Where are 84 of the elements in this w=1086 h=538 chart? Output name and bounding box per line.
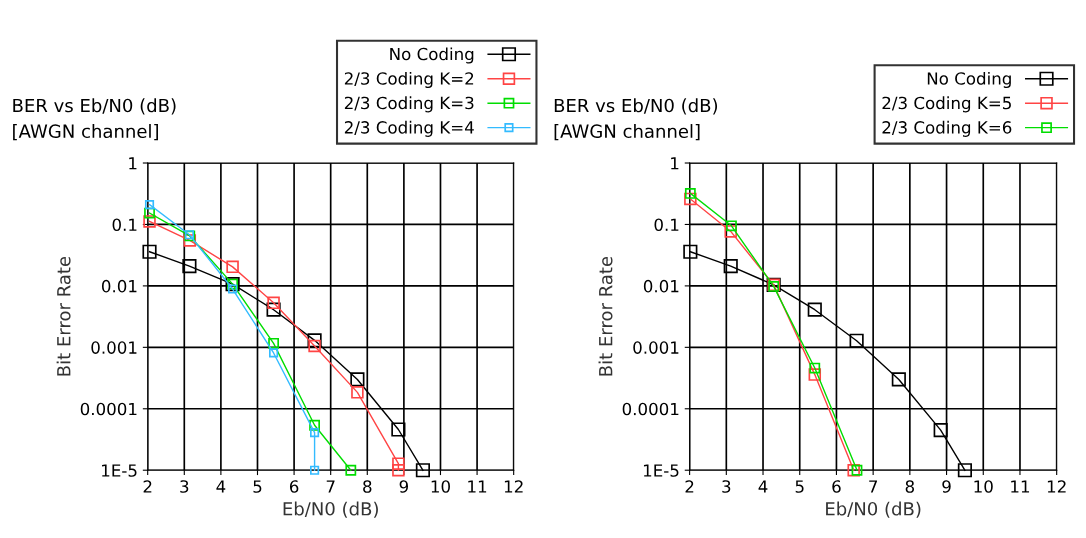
point (350, 372, 365, 387)
point (808, 368, 822, 381)
point (309, 419, 321, 431)
point (351, 386, 364, 399)
point (144, 207, 155, 219)
legend-label: No Coding (390, 47, 474, 64)
point (268, 337, 280, 349)
point (891, 372, 906, 387)
x-tick-label: 4 (216, 480, 226, 493)
point (309, 427, 320, 438)
x-tick-label: 5 (253, 480, 262, 493)
x-tick-label: 12 (504, 480, 523, 493)
y-tick-label: 0.0001 (80, 402, 137, 416)
y-tick-label: 0.0001 (622, 402, 679, 416)
y-tick-label: 0.001 (633, 341, 679, 354)
x-tick-label: 11 (1011, 480, 1030, 493)
x-tick-label: 6 (832, 480, 841, 493)
point (182, 259, 197, 274)
x-axis-title: Eb/N0 (dB) (826, 501, 921, 518)
x-tick-label: 4 (758, 480, 768, 493)
x-tick-label: 8 (905, 480, 915, 493)
point (809, 362, 821, 374)
y-tick-label: 1E-5 (643, 464, 679, 477)
legend-label: 2/3 Coding K=6 (882, 120, 1012, 137)
x-tick-label: 8 (363, 480, 372, 493)
point (309, 465, 320, 475)
point (957, 463, 972, 478)
point (392, 457, 405, 470)
y-tick-label: 1E-5 (102, 464, 137, 477)
x-tick-label: 7 (869, 480, 878, 493)
y-tick-label: 0.1 (112, 218, 137, 232)
point (415, 463, 430, 478)
point (391, 422, 406, 437)
chart-title: BER vs Eb/N0 (dB) [AWGN channel] (13, 98, 176, 141)
point (269, 348, 279, 358)
legend-label: 2/3 Coding K=5 (882, 96, 1011, 113)
point (851, 464, 863, 476)
point (723, 259, 738, 274)
point (392, 463, 405, 477)
x-axis-title: Eb/N0 (dB) (283, 501, 378, 518)
point (267, 296, 280, 310)
point (849, 333, 864, 348)
point (684, 187, 696, 199)
legend-label: No Coding (927, 71, 1011, 89)
x-tick-label: 3 (180, 480, 189, 493)
point (266, 302, 281, 317)
x-tick-label: 12 (1047, 480, 1066, 493)
y-tick-label: 0.1 (654, 218, 679, 232)
x-tick-label: 9 (399, 480, 409, 493)
x-tick-label: 2 (685, 480, 694, 493)
x-tick-label: 2 (143, 480, 152, 493)
point (307, 333, 322, 348)
legend-label: 2/3 Coding K=4 (344, 120, 474, 137)
x-tick-label: 3 (722, 480, 731, 493)
point (683, 244, 698, 259)
point (308, 339, 321, 353)
x-tick-label: 11 (468, 480, 487, 493)
x-tick-label: 6 (289, 480, 299, 493)
y-tick-label: 0.001 (91, 341, 137, 354)
y-tick-label: 0.01 (101, 279, 137, 293)
point (142, 244, 157, 259)
point (933, 422, 948, 438)
y-axis-title: Bit Error Rate (598, 256, 613, 376)
x-tick-label: 5 (795, 480, 804, 493)
legend-label: 2/3 Coding K=3 (344, 96, 474, 113)
point (847, 463, 860, 477)
point (226, 260, 239, 274)
point (345, 464, 357, 476)
x-tick-label: 9 (942, 480, 951, 493)
point (726, 220, 737, 232)
point (143, 215, 156, 228)
point (724, 225, 737, 238)
x-tick-label: 10 (974, 480, 993, 493)
y-tick-label: 0.01 (643, 279, 679, 293)
x-tick-label: 10 (431, 480, 450, 493)
point (807, 302, 822, 317)
legend-label: 2/3 Coding K=2 (344, 71, 474, 89)
y-tick-label: 1 (671, 157, 679, 170)
x-tick-label: 7 (326, 480, 335, 493)
y-axis-title: Bit Error Rate (56, 256, 71, 376)
y-tick-label: 1 (129, 157, 137, 170)
point (144, 200, 155, 210)
chart-title: BER vs Eb/N0 (dB) [AWGN channel] (554, 98, 718, 141)
point (684, 192, 697, 206)
